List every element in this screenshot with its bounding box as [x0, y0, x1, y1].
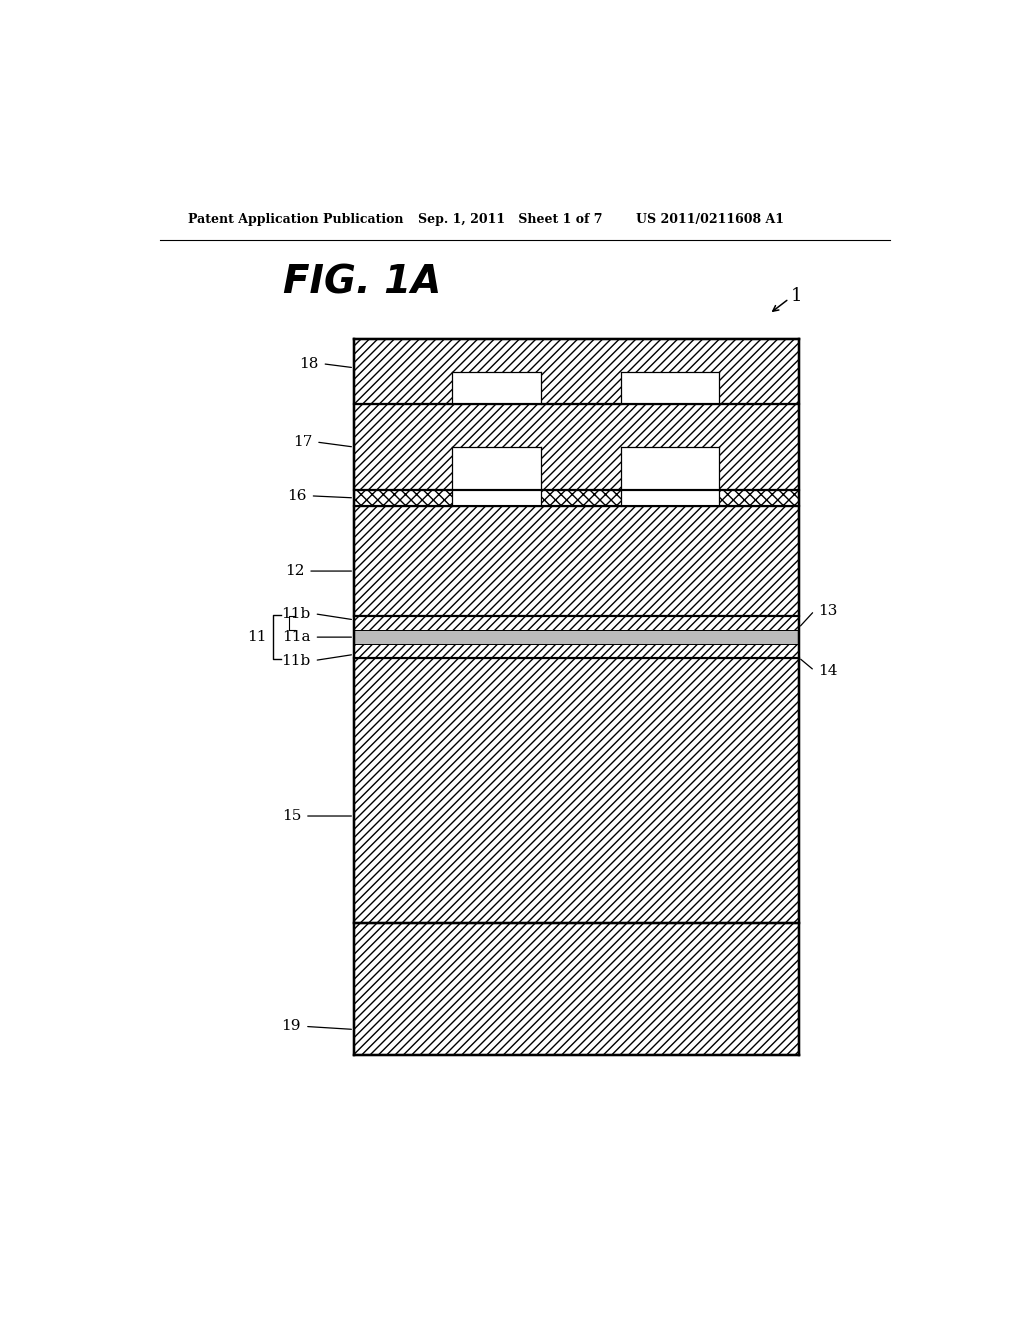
Bar — [354, 630, 799, 644]
Bar — [354, 659, 799, 923]
Bar — [354, 615, 799, 630]
Text: FIG. 1A: FIG. 1A — [283, 264, 441, 301]
Bar — [621, 372, 719, 404]
Bar — [354, 923, 799, 1055]
Text: 16: 16 — [287, 488, 306, 503]
Bar — [452, 447, 541, 490]
Text: Patent Application Publication: Patent Application Publication — [187, 213, 403, 226]
Text: 1: 1 — [791, 286, 802, 305]
Text: 15: 15 — [282, 809, 301, 822]
Text: 18: 18 — [299, 356, 318, 371]
Text: Sep. 1, 2011   Sheet 1 of 7: Sep. 1, 2011 Sheet 1 of 7 — [418, 213, 602, 226]
Text: 11b: 11b — [282, 653, 310, 668]
Bar — [354, 506, 799, 615]
Text: 14: 14 — [818, 664, 838, 677]
Text: 11a: 11a — [282, 630, 310, 644]
Text: 19: 19 — [282, 1019, 301, 1034]
Bar — [354, 644, 799, 659]
Text: US 2011/0211608 A1: US 2011/0211608 A1 — [636, 213, 784, 226]
Text: 11b: 11b — [282, 607, 310, 620]
Bar — [354, 404, 799, 490]
Bar — [354, 339, 799, 404]
Bar — [354, 339, 799, 1055]
Bar — [452, 372, 541, 404]
Bar — [452, 490, 541, 506]
Bar — [621, 447, 719, 490]
Bar — [621, 490, 719, 506]
Text: 11: 11 — [248, 630, 267, 644]
Text: 12: 12 — [285, 564, 304, 578]
Text: 13: 13 — [818, 603, 838, 618]
Text: 17: 17 — [293, 436, 312, 449]
Bar — [354, 490, 799, 506]
